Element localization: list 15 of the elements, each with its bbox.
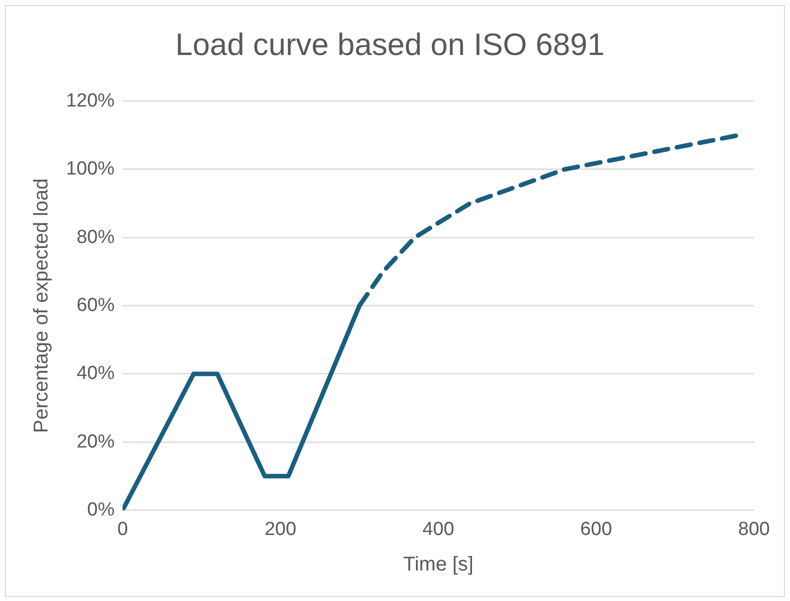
- x-axis-title: Time [s]: [403, 554, 474, 576]
- x-tick-label: 0: [117, 518, 128, 540]
- y-tick-label: 120%: [66, 90, 115, 112]
- y-tick-label: 60%: [76, 294, 115, 316]
- x-tick-label: 800: [738, 518, 770, 540]
- chart-title: Load curve based on ISO 6891: [175, 27, 605, 62]
- x-tick-label: 400: [422, 518, 454, 540]
- y-tick-label: 40%: [76, 363, 115, 384]
- y-tick-label: 20%: [76, 431, 115, 452]
- x-tick-label: 200: [264, 518, 296, 540]
- y-tick-label: 0%: [87, 499, 115, 520]
- y-tick-label: 80%: [76, 226, 115, 248]
- x-tick-label: 600: [580, 518, 612, 540]
- y-tick-label: 100%: [66, 158, 115, 180]
- y-axis-title: Percentage of expected load: [30, 178, 53, 434]
